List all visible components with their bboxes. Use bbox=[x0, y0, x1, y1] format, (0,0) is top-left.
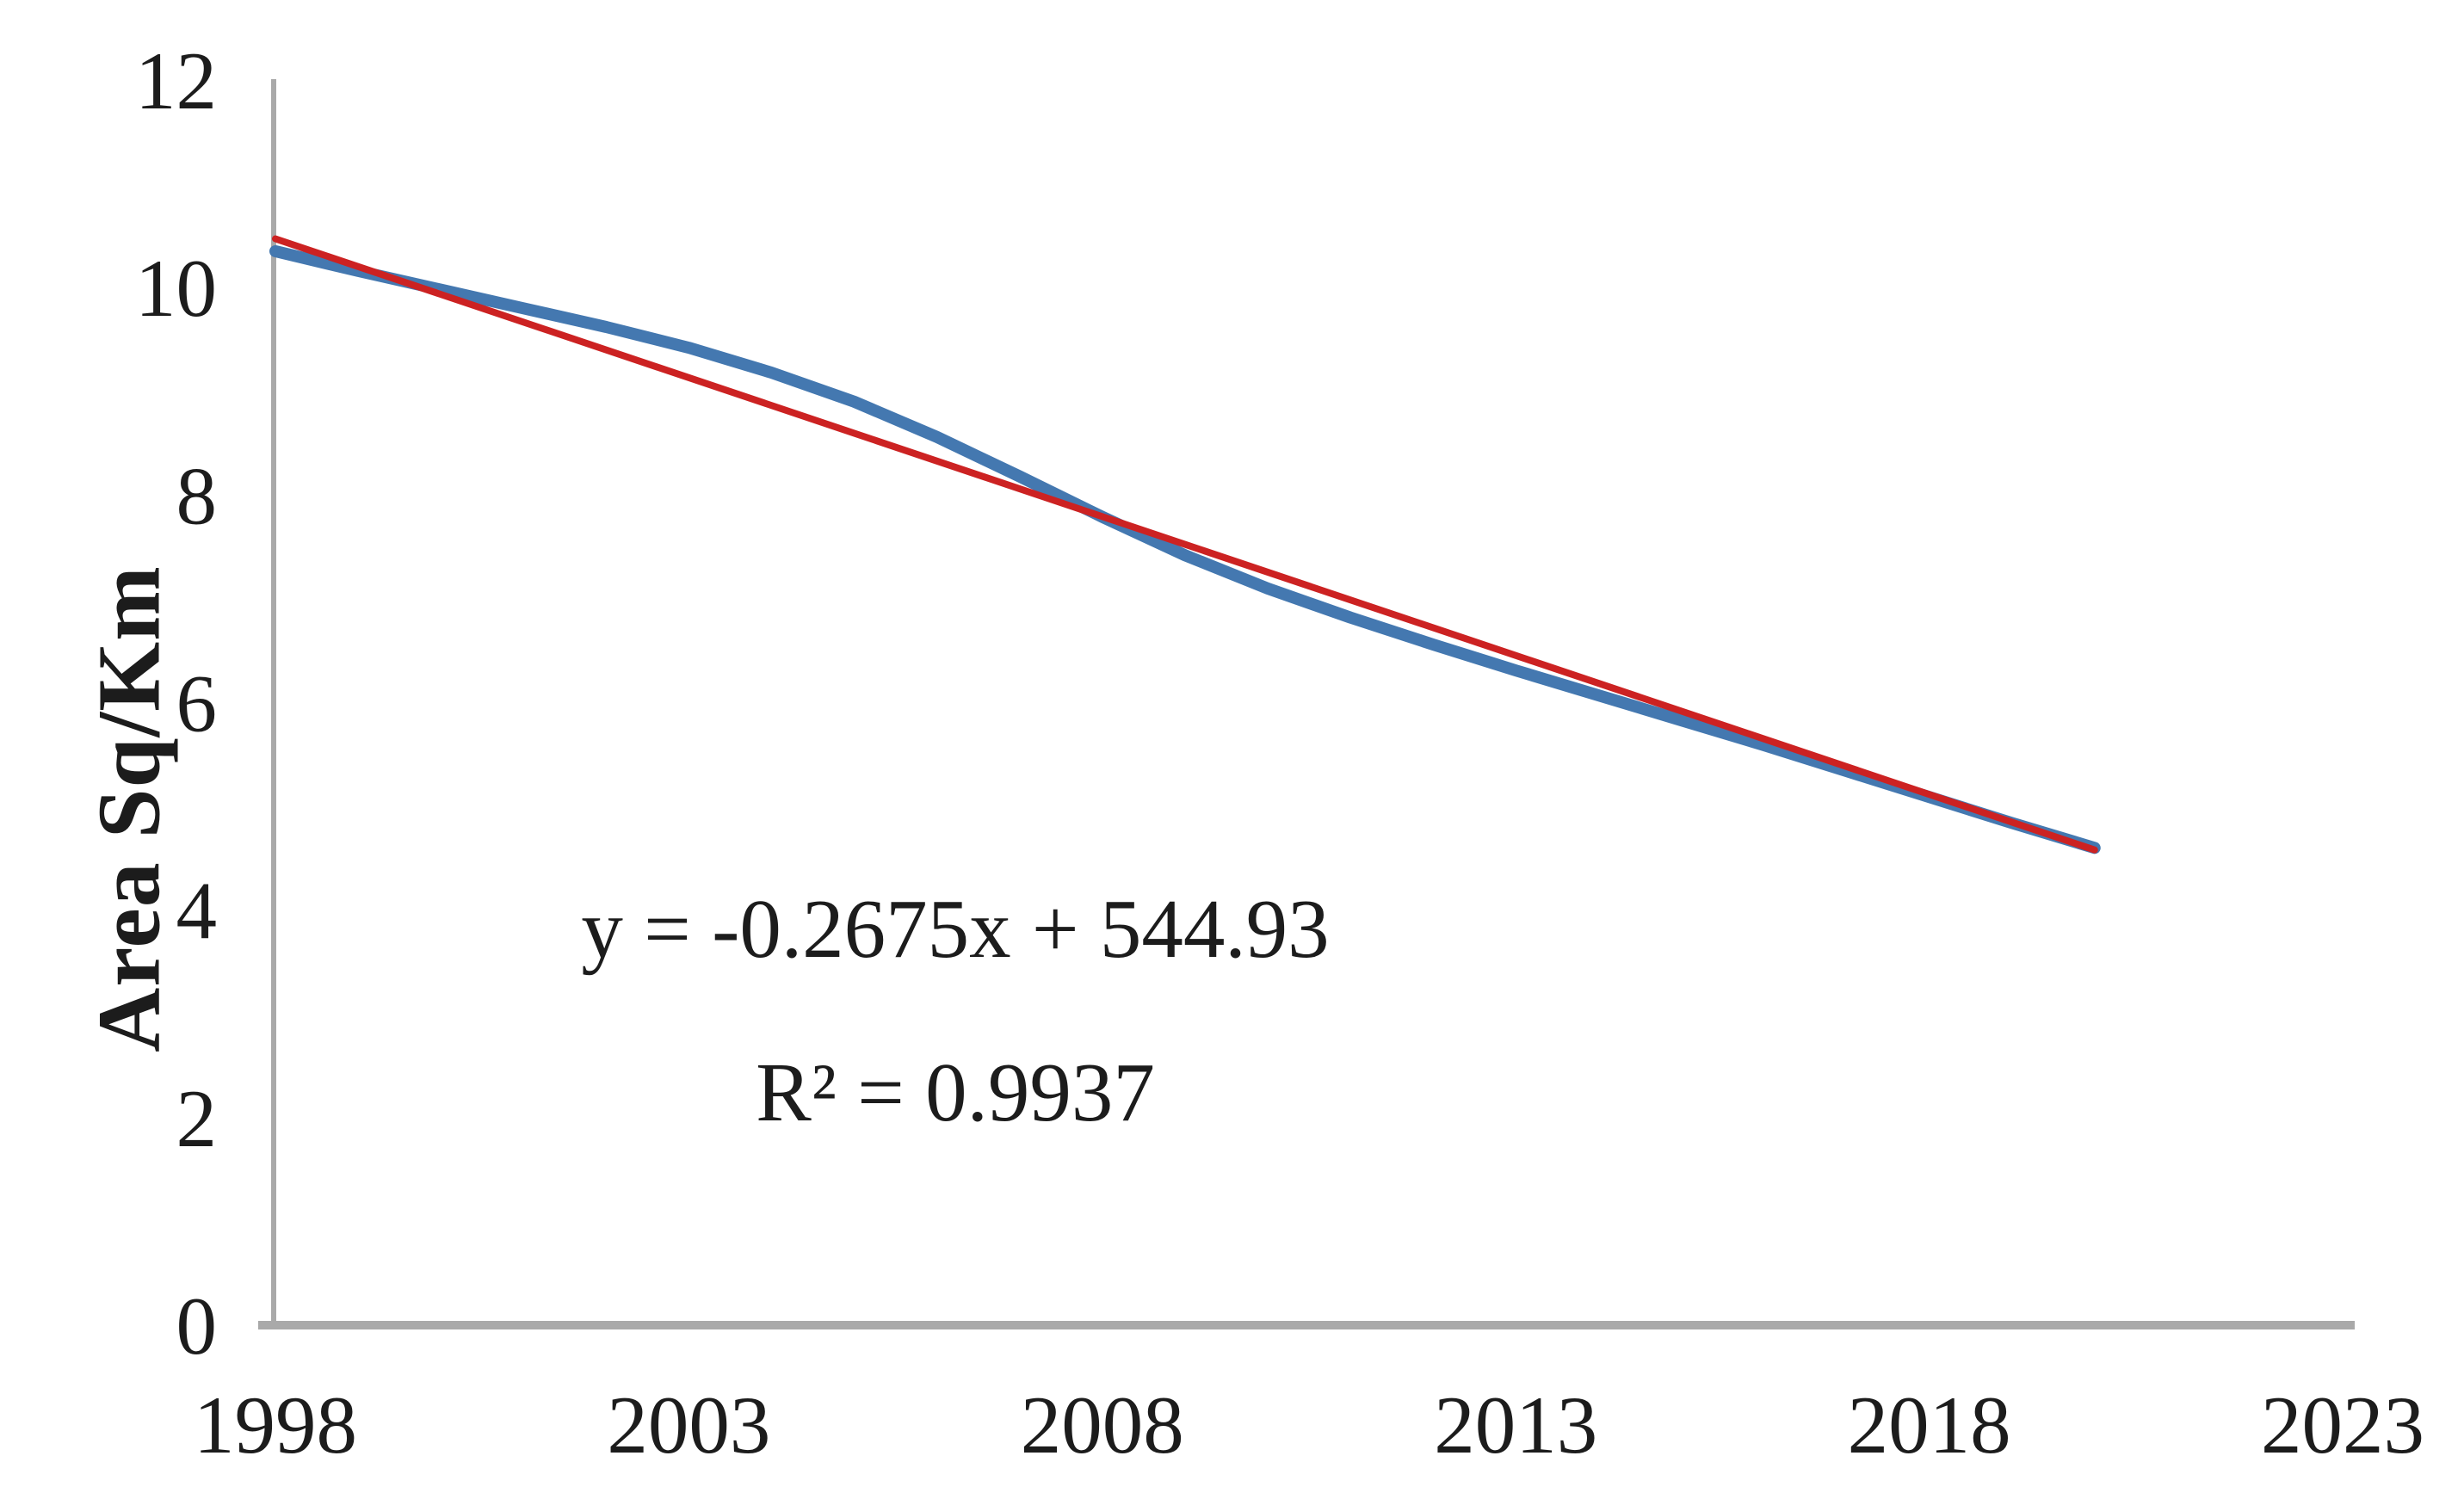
y-tick-label: 0 bbox=[176, 1280, 218, 1372]
trendline-r-squared: R² = 0.9937 bbox=[756, 1046, 1155, 1138]
x-tick-label: 2013 bbox=[1434, 1379, 1597, 1471]
y-tick-label: 10 bbox=[135, 243, 217, 334]
y-tick-label: 12 bbox=[135, 35, 217, 126]
y-tick-label: 8 bbox=[176, 450, 218, 541]
series-data-curve bbox=[269, 244, 2101, 854]
x-tick-label: 2023 bbox=[2261, 1379, 2424, 1471]
trendline-equation: y = -0.2675x + 544.93 bbox=[581, 883, 1330, 975]
x-tick-label: 1998 bbox=[194, 1379, 357, 1471]
x-tick-label: 2003 bbox=[607, 1379, 770, 1471]
x-tick-label: 2008 bbox=[1021, 1379, 1184, 1471]
y-axis-title: Area Sq/Km bbox=[79, 565, 179, 1052]
y-tick-label: 2 bbox=[176, 1073, 218, 1164]
y-tick-label: 6 bbox=[176, 658, 218, 750]
series-trendline bbox=[272, 235, 2098, 854]
y-tick-label: 4 bbox=[176, 866, 218, 957]
x-tick-label: 2018 bbox=[1848, 1379, 2011, 1471]
trendline-annotation: y = -0.2675x + 544.93 R² = 0.9937 bbox=[559, 848, 1351, 1175]
